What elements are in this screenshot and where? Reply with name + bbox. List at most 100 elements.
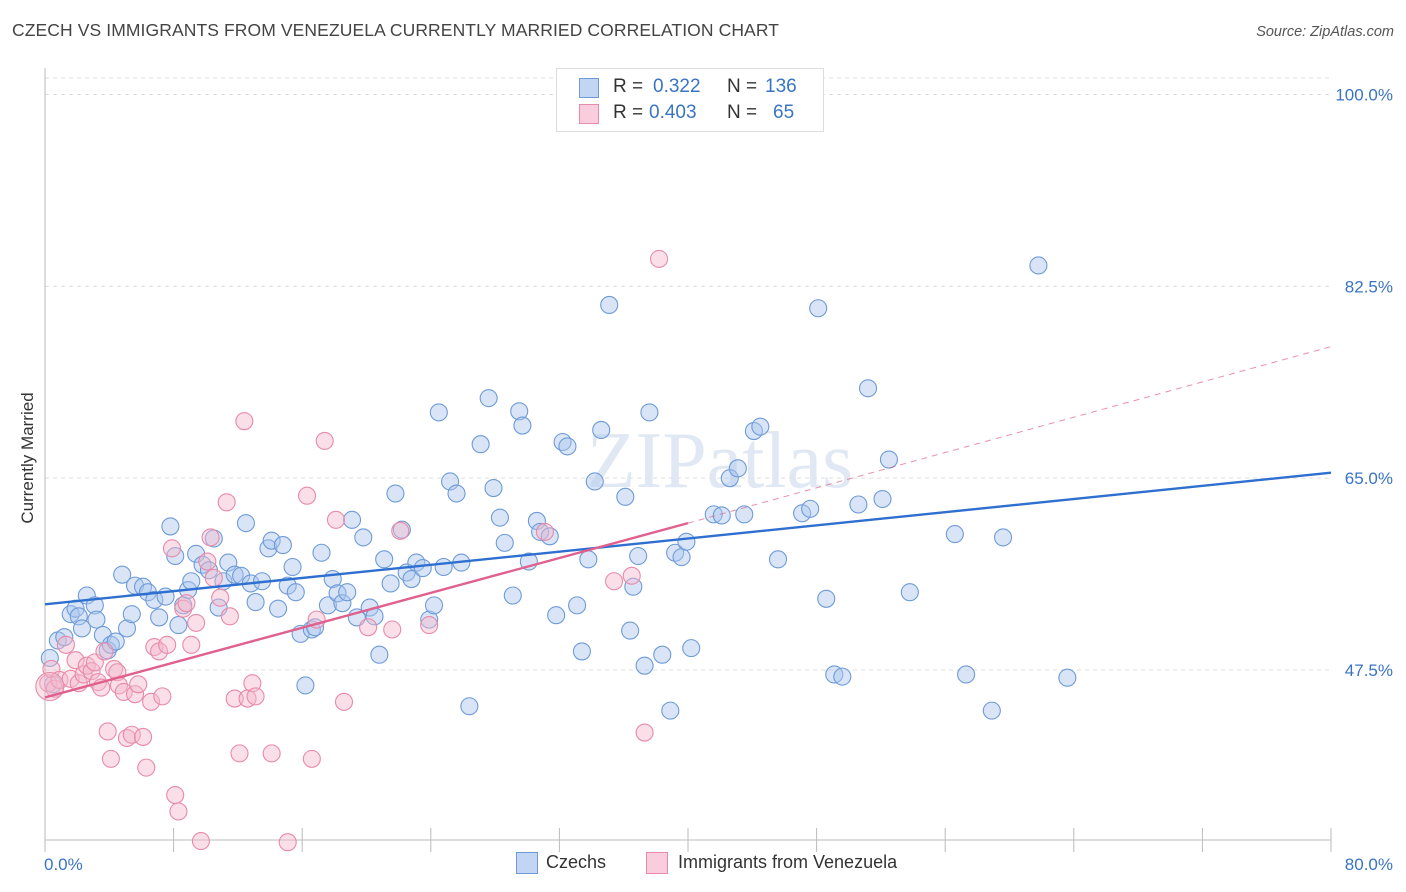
czech-point bbox=[558, 437, 577, 456]
czech-point bbox=[471, 435, 490, 454]
czech-point bbox=[616, 487, 635, 506]
venezuela-trend-extension bbox=[687, 346, 1332, 524]
y-axis-label: Currently Married bbox=[18, 392, 37, 524]
czech-point bbox=[447, 484, 466, 503]
czech-point bbox=[150, 608, 169, 627]
czech-point bbox=[312, 543, 331, 562]
czech-point bbox=[145, 590, 164, 609]
venezuela-point bbox=[217, 493, 236, 512]
czech-point bbox=[402, 570, 421, 589]
venezuela-point bbox=[169, 802, 188, 821]
venezuela-point bbox=[187, 613, 206, 632]
venezuela-trend-line bbox=[44, 521, 689, 699]
czech-point bbox=[283, 557, 302, 577]
czech-point bbox=[833, 667, 852, 686]
czech-point bbox=[113, 565, 132, 584]
venezuela-points bbox=[35, 249, 669, 852]
czech-point bbox=[318, 596, 337, 615]
y-tick-label: 82.5% bbox=[1345, 277, 1393, 296]
czech-point bbox=[635, 656, 654, 675]
venezuela-point bbox=[66, 651, 85, 670]
czech-point bbox=[434, 557, 453, 577]
czech-point bbox=[568, 596, 587, 615]
czech-point bbox=[600, 295, 619, 315]
source-label: Source: ZipAtlas.com bbox=[1256, 24, 1394, 40]
axes bbox=[44, 68, 1332, 852]
legend-r-value: 0.403 bbox=[649, 102, 697, 123]
venezuela-point bbox=[174, 599, 193, 618]
venezuela-point bbox=[225, 689, 244, 708]
czech-point bbox=[817, 589, 836, 608]
czech-point bbox=[900, 583, 919, 602]
czech-point bbox=[479, 389, 498, 408]
czech-point bbox=[392, 520, 411, 539]
czech-point bbox=[849, 495, 868, 514]
venezuela-point bbox=[230, 744, 249, 763]
czech-point bbox=[269, 599, 288, 618]
czech-point bbox=[1029, 256, 1048, 275]
czech-point bbox=[809, 299, 828, 318]
czech-point bbox=[236, 514, 255, 533]
stats-legend: R = 0.322 N = 136 R = 0.403 N = 65 bbox=[556, 68, 824, 132]
czech-point bbox=[661, 701, 680, 720]
czech-point bbox=[370, 645, 389, 664]
czech-point bbox=[161, 517, 180, 536]
czech-point bbox=[87, 610, 106, 629]
venezuela-point bbox=[278, 833, 297, 852]
venezuela-point bbox=[198, 552, 217, 571]
legend-r-label: R = bbox=[613, 76, 644, 97]
venezuela-point bbox=[201, 528, 220, 547]
legend-r-value: 0.322 bbox=[653, 76, 701, 97]
venezuela-point bbox=[315, 431, 334, 450]
venezuela-point bbox=[535, 522, 554, 541]
venezuela-point bbox=[635, 723, 654, 742]
czech-point bbox=[629, 546, 648, 566]
czech-point bbox=[495, 533, 514, 552]
czech-point bbox=[342, 510, 362, 529]
czech-point bbox=[429, 403, 448, 422]
venezuela-point bbox=[158, 635, 177, 654]
czech-point bbox=[169, 616, 188, 635]
venezuela-point bbox=[114, 682, 133, 702]
y-tick-label: 65.0% bbox=[1345, 469, 1393, 488]
czech-point bbox=[879, 450, 898, 469]
czech-point bbox=[585, 472, 604, 491]
czech-point bbox=[420, 610, 439, 629]
czech-point bbox=[768, 550, 788, 569]
venezuela-point bbox=[134, 727, 153, 746]
czech-point bbox=[72, 619, 92, 638]
czechs-points bbox=[40, 256, 1077, 720]
venezuela-point bbox=[650, 249, 669, 268]
venezuela-point bbox=[56, 635, 75, 654]
y-tick-label: 47.5% bbox=[1345, 661, 1393, 680]
venezuela-point bbox=[162, 539, 182, 558]
legend-n-value: 136 bbox=[765, 76, 797, 97]
czech-point bbox=[246, 593, 265, 612]
venezuela-point bbox=[420, 616, 439, 635]
czech-point bbox=[801, 499, 820, 518]
czech-point bbox=[101, 635, 120, 654]
venezuela-point bbox=[177, 594, 196, 613]
czech-point bbox=[873, 489, 892, 509]
czech-point bbox=[338, 583, 357, 602]
czech-point bbox=[328, 584, 347, 603]
legend-r-label: R = bbox=[613, 102, 644, 123]
legend-n-label: N = bbox=[727, 76, 758, 97]
czech-point bbox=[296, 676, 315, 695]
venezuela-point bbox=[122, 725, 141, 744]
venezuela-point bbox=[220, 607, 239, 626]
czech-point bbox=[957, 665, 976, 684]
venezuela-point bbox=[391, 521, 410, 540]
czech-point bbox=[513, 416, 532, 435]
x-tick-label: 0.0% bbox=[44, 855, 83, 874]
czech-point bbox=[386, 484, 405, 503]
czech-point bbox=[510, 402, 529, 421]
venezuela-point bbox=[246, 687, 265, 706]
czech-point bbox=[531, 522, 550, 541]
venezuela-point bbox=[137, 758, 156, 777]
venezuela-point bbox=[326, 510, 346, 529]
czech-point bbox=[490, 508, 509, 527]
venezuela-point bbox=[98, 722, 117, 741]
venezuela-point bbox=[297, 486, 317, 505]
czech-point bbox=[982, 701, 1001, 720]
